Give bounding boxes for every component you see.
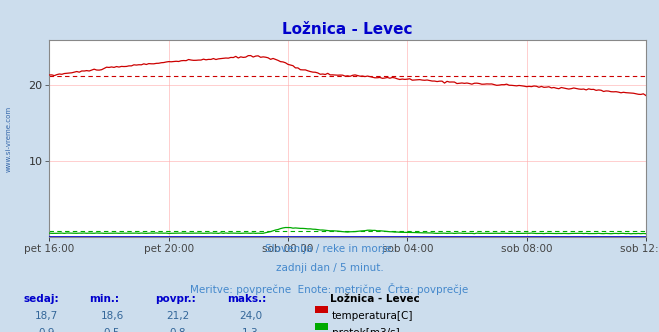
Text: temperatura[C]: temperatura[C]	[332, 311, 414, 321]
Text: Slovenija / reke in morje.: Slovenija / reke in morje.	[264, 244, 395, 254]
Text: povpr.:: povpr.:	[155, 294, 196, 304]
Text: sedaj:: sedaj:	[23, 294, 59, 304]
Text: 18,7: 18,7	[34, 311, 58, 321]
Text: 18,6: 18,6	[100, 311, 124, 321]
Text: www.si-vreme.com: www.si-vreme.com	[5, 106, 12, 172]
Text: maks.:: maks.:	[227, 294, 267, 304]
Text: zadnji dan / 5 minut.: zadnji dan / 5 minut.	[275, 263, 384, 273]
Text: Ložnica - Levec: Ložnica - Levec	[330, 294, 419, 304]
Text: 0,5: 0,5	[103, 328, 121, 332]
Text: pretok[m3/s]: pretok[m3/s]	[332, 328, 400, 332]
Text: 21,2: 21,2	[166, 311, 190, 321]
Text: 0,8: 0,8	[169, 328, 186, 332]
Text: min.:: min.:	[89, 294, 119, 304]
Text: Meritve: povprečne  Enote: metrične  Črta: povprečje: Meritve: povprečne Enote: metrične Črta:…	[190, 283, 469, 294]
Text: 1,3: 1,3	[242, 328, 259, 332]
Title: Ložnica - Levec: Ložnica - Levec	[282, 22, 413, 37]
Text: 0,9: 0,9	[38, 328, 55, 332]
Text: 24,0: 24,0	[239, 311, 262, 321]
